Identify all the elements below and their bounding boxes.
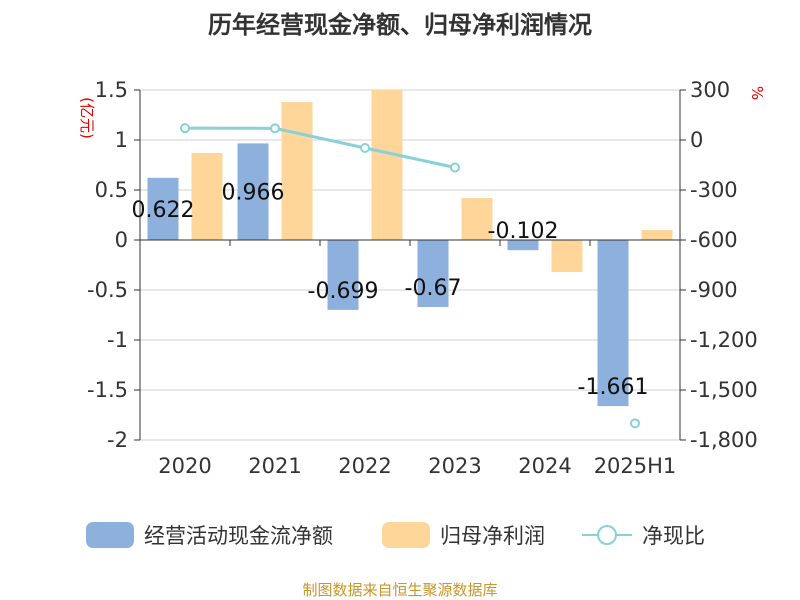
- net-profit-bar: [461, 198, 493, 240]
- cashflow-data-label: -0.102: [488, 219, 559, 244]
- net-cash-ratio-point: [180, 123, 190, 134]
- net-cash-ratio-point: [270, 123, 280, 134]
- x-tick-label: 2024: [518, 454, 571, 478]
- cashflow-data-label: -1.661: [578, 375, 649, 400]
- x-tick-label: 2023: [428, 454, 481, 478]
- right-axis-unit: %: [748, 86, 766, 100]
- cashflow-bar: [417, 240, 449, 307]
- x-tick-label: 2025H1: [594, 454, 677, 478]
- cashflow-bar: [507, 240, 539, 251]
- left-axis-unit: (亿元): [78, 97, 96, 139]
- left-tick-label: -1: [107, 328, 128, 352]
- bar-series: [147, 90, 673, 407]
- cashflow-data-label: -0.67: [405, 276, 462, 301]
- left-tick-label: -1.5: [87, 378, 128, 402]
- left-tick-label: 0.5: [95, 178, 128, 202]
- left-tick-label: -0.5: [87, 278, 128, 302]
- legend-label-net-profit: 归母净利润: [440, 524, 545, 548]
- right-tick-label: 300: [690, 78, 730, 102]
- cashflow-bar: [237, 143, 269, 240]
- data-labels: 0.622 0.966 -0.699 -0.67 -0.102 -1.661: [132, 181, 649, 400]
- x-tick-label: 2021: [248, 454, 301, 478]
- right-tick-label: -1,800: [690, 428, 758, 452]
- right-tick-label: 0: [690, 128, 703, 152]
- legend-swatch-cashflow: [86, 522, 134, 548]
- net-profit-bar: [191, 153, 223, 240]
- cashflow-bar: [147, 177, 179, 240]
- legend-label-net-cash-ratio: 净现比: [642, 524, 705, 548]
- net-cash-ratio-point: [630, 418, 640, 429]
- legend-marker-net-cash-ratio: [597, 525, 617, 545]
- net-profit-bar: [641, 230, 673, 240]
- cashflow-data-label: 0.622: [132, 198, 195, 223]
- cashflow-bar: [327, 240, 359, 310]
- right-tick-label: -300: [690, 178, 738, 202]
- cashflow-data-label: -0.699: [308, 279, 379, 304]
- chart-title: 历年经营现金净额、归母净利润情况: [208, 11, 592, 39]
- right-tick-label: -600: [690, 228, 738, 252]
- net-cash-ratio-point: [450, 162, 460, 173]
- legend-swatch-net-profit: [382, 522, 430, 548]
- left-tick-label: 1: [115, 128, 128, 152]
- legend: 经营活动现金流净额 归母净利润 净现比: [86, 522, 705, 548]
- net-profit-bar: [281, 102, 313, 240]
- left-tick-label: 1.5: [95, 78, 128, 102]
- net-cash-ratio-point: [360, 143, 370, 153]
- net-cash-ratio-line: [184, 126, 456, 169]
- cashflow-bar: [597, 240, 629, 407]
- right-tick-label: -1,200: [690, 328, 758, 352]
- net-profit-bar: [371, 90, 403, 240]
- cashflow-data-label: 0.966: [222, 181, 285, 206]
- x-tick-label: 2022: [338, 454, 391, 478]
- axes: 1.5 1 0.5 0 -0.5 -1 -1.5 -2 300 0 -300 -600 -900 -1,2…: [87, 78, 758, 478]
- legend-label-cashflow: 经营活动现金流净额: [144, 524, 333, 548]
- line-series: [180, 123, 640, 429]
- right-tick-label: -1,500: [690, 378, 758, 402]
- x-tick-label: 2020: [158, 454, 211, 478]
- source-note: 制图数据来自恒生聚源数据库: [302, 581, 497, 599]
- right-tick-label: -900: [690, 278, 738, 302]
- left-tick-label: -2: [107, 428, 128, 452]
- left-tick-label: 0: [115, 228, 128, 252]
- net-profit-bar: [551, 240, 583, 272]
